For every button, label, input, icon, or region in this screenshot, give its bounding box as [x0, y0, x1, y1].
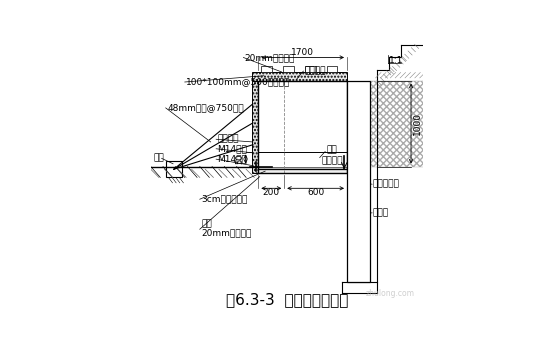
Text: 20mm厚竹胶板: 20mm厚竹胶板: [201, 228, 251, 237]
Text: 焊接: 焊接: [326, 145, 337, 155]
Bar: [253, 81, 258, 173]
Bar: [261, 65, 272, 73]
Text: 钻孔桩主筋: 钻孔桩主筋: [373, 180, 400, 189]
Text: 1000: 1000: [413, 112, 422, 135]
Text: 3cm砂浆找平层: 3cm砂浆找平层: [201, 195, 248, 204]
Text: 1700: 1700: [291, 48, 314, 57]
Text: 底模: 底模: [201, 219, 212, 228]
Text: 梁底标高: 梁底标高: [321, 156, 343, 166]
Text: 临时支撑: 临时支撑: [305, 67, 326, 76]
Text: zhulong.com: zhulong.com: [366, 289, 415, 298]
Text: 20mm厚竹胶板: 20mm厚竹胶板: [245, 53, 295, 62]
Text: 600: 600: [307, 188, 324, 197]
Text: 100*100mm@500方木支撑: 100*100mm@500方木支撑: [186, 78, 291, 86]
Bar: [258, 166, 347, 173]
Text: 地锚: 地锚: [153, 154, 164, 163]
Bar: [253, 73, 347, 81]
Text: 200: 200: [263, 188, 280, 197]
Bar: [326, 65, 338, 73]
Text: 钻孔桩: 钻孔桩: [373, 209, 389, 217]
Bar: [283, 65, 294, 73]
Text: 48mm钢管@750支撑: 48mm钢管@750支撑: [167, 103, 244, 113]
Bar: [370, 81, 424, 166]
Text: 1:1: 1:1: [389, 56, 404, 65]
Text: M14螺杆: M14螺杆: [217, 155, 248, 164]
Text: 山型扣件: 山型扣件: [217, 135, 239, 144]
Text: M14螺帽: M14螺帽: [217, 144, 248, 153]
Bar: [166, 161, 181, 177]
Bar: [305, 65, 316, 73]
Bar: [347, 81, 370, 282]
Text: 图6.3-3  圈梁施工示意图: 图6.3-3 圈梁施工示意图: [226, 292, 348, 308]
Bar: [258, 81, 347, 173]
Text: 50: 50: [235, 154, 244, 164]
